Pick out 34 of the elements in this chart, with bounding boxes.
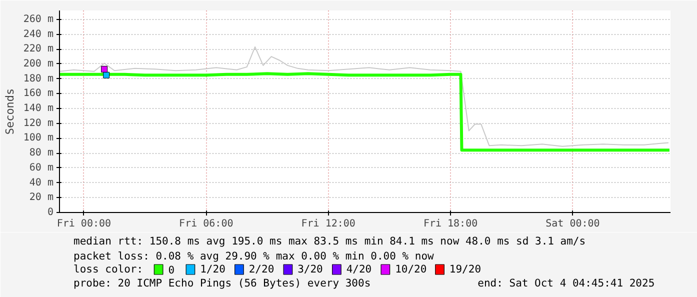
y-tick-label: 80 m	[29, 148, 54, 159]
y-tick-label: 160 m	[23, 88, 54, 100]
x-tick-label: Sat 00:00	[546, 218, 600, 230]
legend-title: loss color:	[74, 264, 144, 276]
y-tick-label: 120 m	[23, 118, 54, 129]
x-tick-label: Fri 06:00	[179, 218, 234, 230]
x-tick-label: Fri 12:00	[301, 218, 356, 230]
y-tick-label: 200 m	[23, 58, 54, 70]
legend-label: 10/20	[395, 264, 427, 276]
line-series	[60, 46, 669, 147]
y-tick-label: 60 m	[29, 162, 54, 174]
legend-label: 0	[168, 264, 175, 276]
y-tick-label: 240 m	[23, 28, 54, 40]
x-tick-label: Fri 00:00	[56, 218, 112, 230]
text: median rtt: 150.8 ms avg 195.0 ms max 83.5 ms min 84.1 ms now 48.0 ms sd 3.1 am/s	[74, 236, 586, 248]
text: end: Sat Oct 4 04:45:41 2025	[478, 278, 655, 290]
y-tick-label: 220 m	[23, 44, 54, 55]
y-tick-label: 260 m	[23, 14, 54, 25]
text: packet loss: 0.08 % avg 29.90 % max 0.00 % min 0.00 % now	[74, 250, 435, 262]
x-tick-label: Fri 18:00	[423, 218, 478, 230]
y-tick-label: 140 m	[23, 103, 54, 114]
line-series	[60, 72, 670, 152]
legend-label: 1/20	[200, 264, 226, 276]
y-tick-label: 0	[47, 207, 54, 218]
y-tick-label: 40 m	[29, 177, 54, 188]
legend-label: 3/20	[298, 264, 323, 276]
y-tick-label: 180 m	[23, 73, 54, 84]
text: probe: 20 ICMP Echo Pings (56 Bytes) every 300s	[74, 278, 371, 290]
legend-label: 2/20	[248, 264, 274, 276]
legend-label: 19/20	[449, 264, 482, 276]
legend-label: 4/20	[346, 264, 372, 276]
y-axis-title: Seconds	[3, 88, 16, 135]
y-tick-label: 20 m	[29, 192, 54, 204]
y-tick-label: 100 m	[23, 132, 54, 144]
